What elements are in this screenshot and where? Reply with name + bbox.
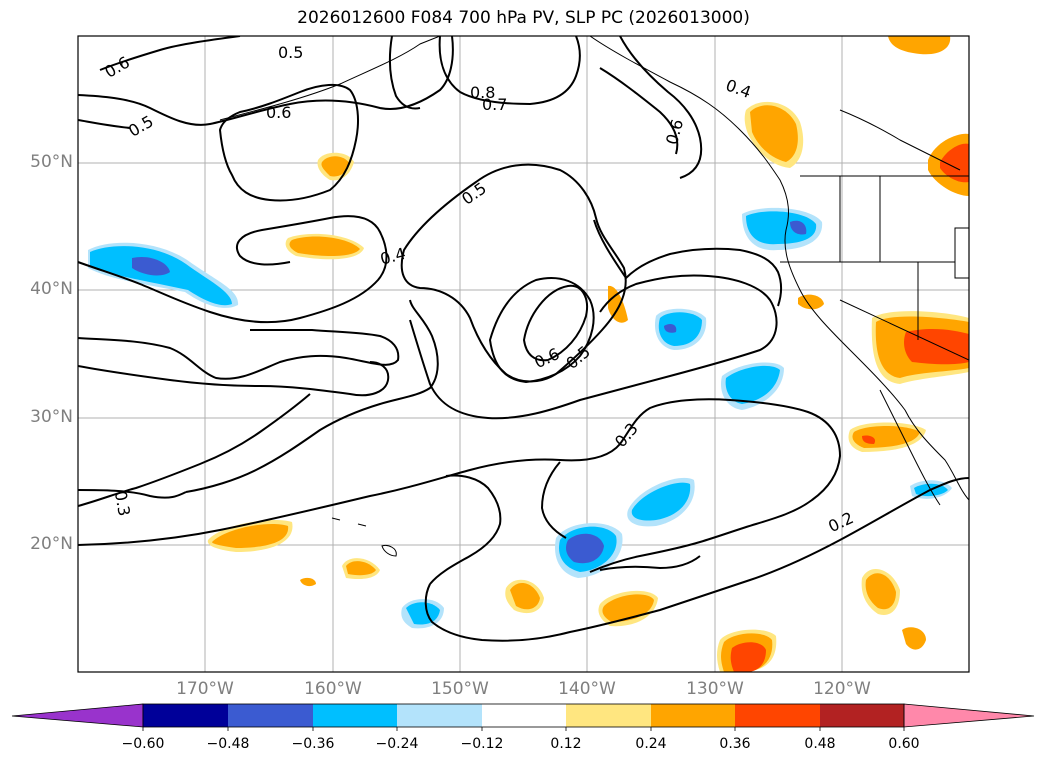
contour-label: 0.7 [482,95,507,114]
contour-label: 0.8 [470,83,495,102]
lon-label-130w: 130°W [686,679,744,699]
colorbar-tick-label: 0.60 [888,736,920,752]
colorbar-tick-label: −0.60 [121,736,165,752]
lon-label-150w: 150°W [431,679,489,699]
colorbar-tick-label: 0.36 [719,736,751,752]
colorbar-tick-label: −0.12 [460,736,504,752]
lon-label-170w: 170°W [176,679,234,699]
lat-label-20n: 20°N [30,534,73,554]
map-border [77,35,970,673]
colorbar [11,703,1035,731]
map-content: 0.6 0.5 0.8 0.7 0.4 0.6 0.6 0.5 0.5 0.4 … [78,36,969,672]
lat-label-40n: 40°N [30,279,73,299]
lat-label-30n: 30°N [30,407,73,427]
borders [780,175,969,361]
contour-label: 0.6 [266,103,291,122]
lat-label-50n: 50°N [30,152,73,172]
map-title: 2026012600 F084 700 hPa PV, SLP PC (2026… [297,8,750,28]
pv-contours [78,36,969,642]
lon-label-140w: 140°W [558,679,616,699]
colorbar-tick-label: 0.12 [550,736,582,752]
map-background [78,36,969,672]
colorbar-tick-label: 0.24 [635,736,667,752]
pv-shading [88,36,969,672]
colorbar-tick-label: 0.48 [804,736,836,752]
contour-label: 0.3 [111,489,134,517]
colorbar-tick-label: −0.48 [206,736,250,752]
lon-label-160w: 160°W [304,679,362,699]
colorbar-tick-label: −0.24 [375,736,419,752]
lon-label-120w: 120°W [813,679,871,699]
contour-label: 0.5 [278,43,303,62]
colorbar-tick-label: −0.36 [291,736,335,752]
